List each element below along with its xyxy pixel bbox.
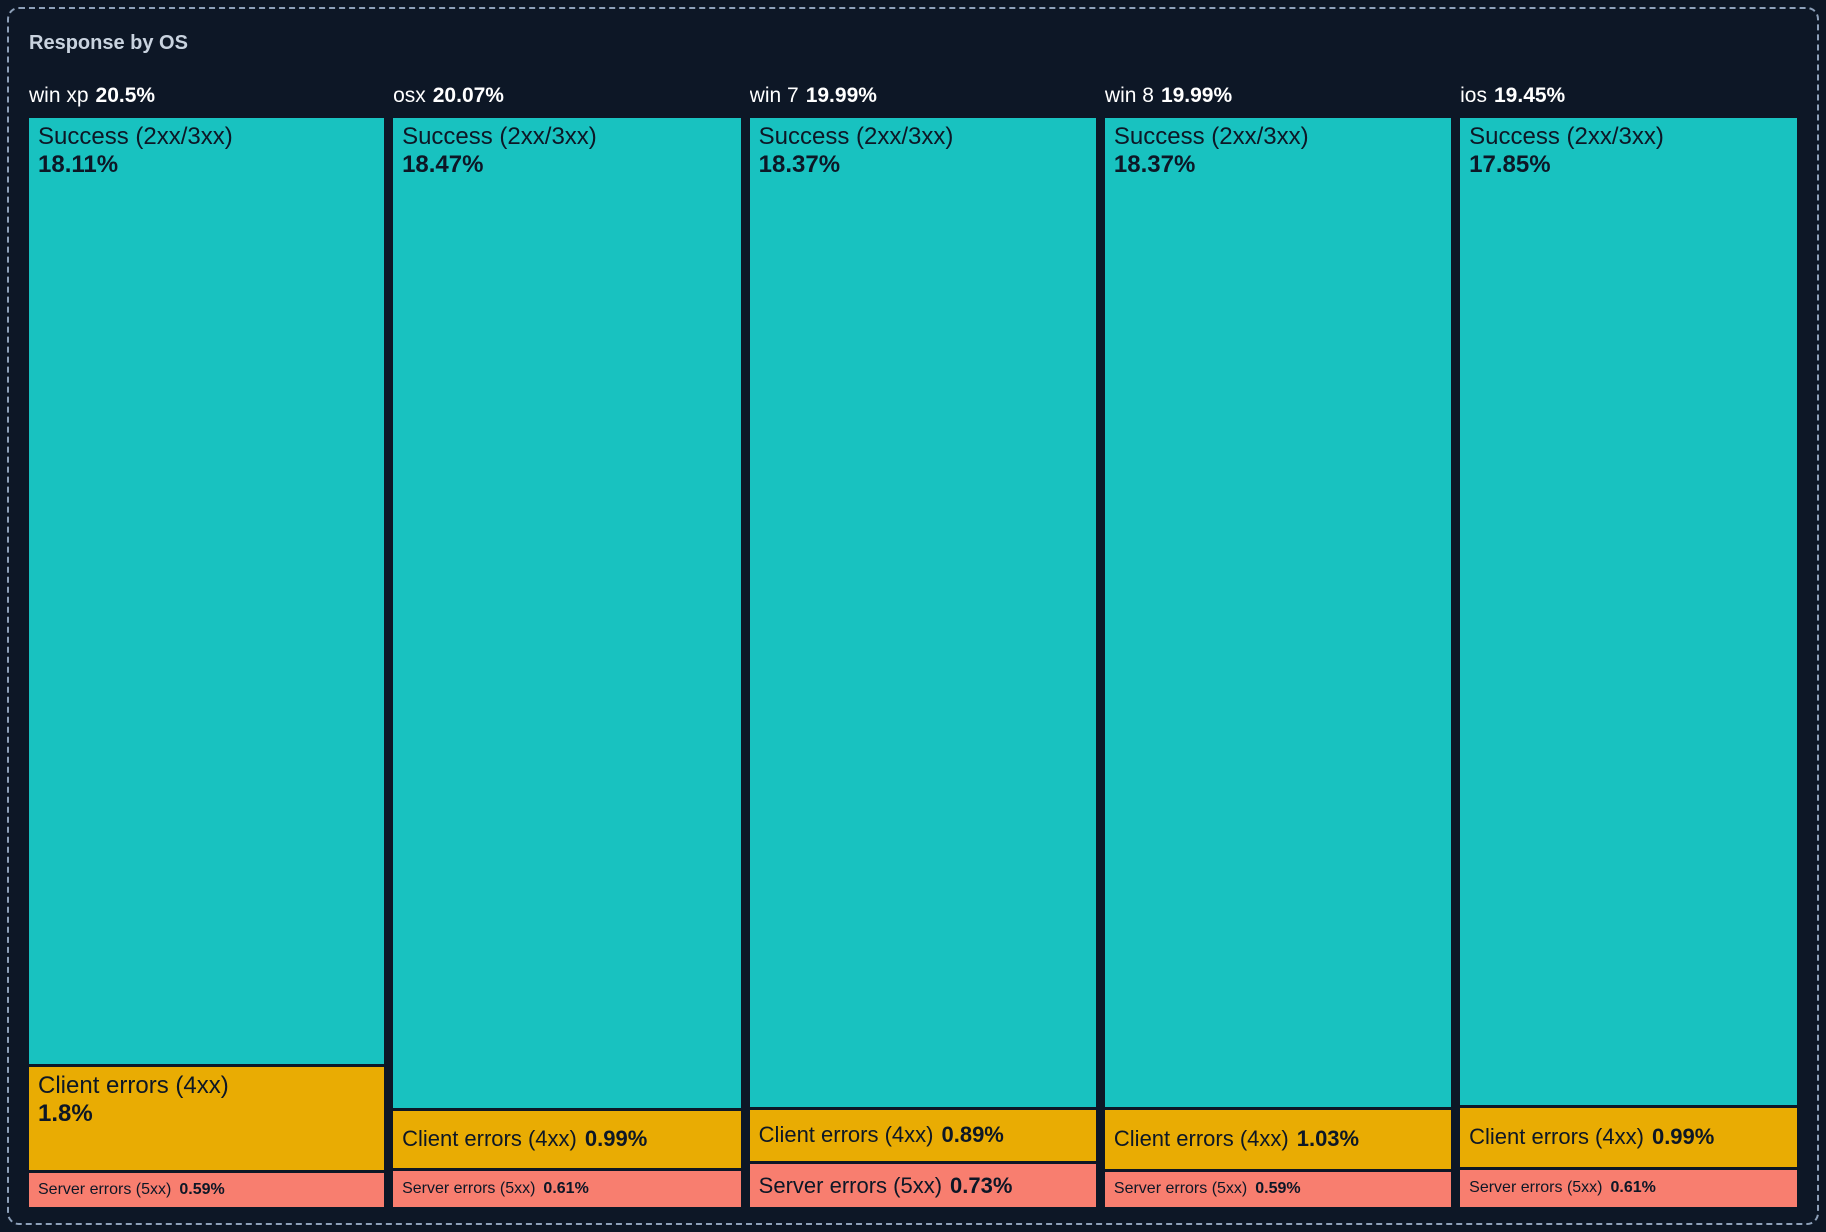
segment-server[interactable]: Server errors (5xx) 0.59% [29,1172,385,1207]
response-by-os-panel: Response by OS win xp 20.5% Success (2xx… [7,7,1819,1225]
segment-success[interactable]: Success (2xx/3xx) 18.37% [749,118,1096,1107]
os-column-win-7: win 7 19.99% Success (2xx/3xx) 18.37% Cl… [749,83,1096,1207]
segment-server[interactable]: Server errors (5xx) 0.59% [1104,1171,1452,1207]
os-total-percent: 19.99% [805,84,877,107]
os-name-label: win 8 [1104,84,1154,107]
segment-percent: 0.59% [1255,1180,1301,1198]
treemap-chart: win xp 20.5% Success (2xx/3xx) 18.11% Cl… [29,83,1798,1207]
segment-percent: 18.37% [758,151,841,179]
segment-success[interactable]: Success (2xx/3xx) 18.37% [1104,118,1452,1107]
os-column-win-xp: win xp 20.5% Success (2xx/3xx) 18.11% Cl… [29,83,385,1207]
os-name-label: win 7 [749,84,799,107]
os-column-header: win 7 19.99% [750,83,1096,109]
segment-client[interactable]: Client errors (4xx) 0.89% [749,1109,1096,1162]
segment-label: Success (2xx/3xx) [758,123,954,150]
segment-label: Server errors (5xx) [1113,1180,1248,1198]
segment-percent: 0.61% [543,1179,589,1197]
segment-percent: 1.8% [38,1099,93,1127]
os-segments: Success (2xx/3xx) 18.11% Client errors (… [29,118,385,1207]
os-total-percent: 20.5% [95,84,156,107]
segment-server[interactable]: Server errors (5xx) 0.61% [1460,1169,1798,1207]
segment-percent: 18.37% [1113,151,1196,179]
segment-percent: 0.99% [584,1126,648,1152]
os-column-header: win xp 20.5% [29,83,384,109]
segment-percent: 17.85% [1469,151,1551,179]
segment-percent: 0.89% [941,1122,1004,1148]
segment-label: Client errors (4xx) [1469,1124,1644,1150]
segment-success[interactable]: Success (2xx/3xx) 18.47% [393,118,741,1109]
segment-label: Server errors (5xx) [38,1180,172,1198]
segment-client[interactable]: Client errors (4xx) 0.99% [393,1111,741,1168]
segment-percent: 0.61% [1610,1179,1656,1197]
segment-label: Client errors (4xx) [38,1071,229,1099]
segment-label: Success (2xx/3xx) [38,123,233,150]
os-column-win-8: win 8 19.99% Success (2xx/3xx) 18.37% Cl… [1104,83,1452,1207]
os-segments: Success (2xx/3xx) 18.37% Client errors (… [749,118,1096,1207]
segment-label: Server errors (5xx) [1469,1179,1603,1197]
os-column-osx: osx 20.07% Success (2xx/3xx) 18.47% Clie… [393,83,741,1207]
segment-percent: 1.03% [1296,1126,1360,1152]
os-column-header: win 8 19.99% [1105,83,1451,109]
os-name-label: osx [393,84,426,107]
segment-label: Success (2xx/3xx) [1113,123,1309,150]
os-column-ios: ios 19.45% Success (2xx/3xx) 17.85% Clie… [1460,83,1798,1207]
segment-client[interactable]: Client errors (4xx) 1.03% [1104,1109,1452,1169]
segment-label: Success (2xx/3xx) [1469,123,1664,150]
segment-percent: 18.47% [402,151,484,179]
os-total-percent: 19.99% [1160,84,1233,107]
segment-success[interactable]: Success (2xx/3xx) 17.85% [1460,118,1798,1106]
segment-success[interactable]: Success (2xx/3xx) 18.11% [29,118,385,1064]
os-column-header: osx 20.07% [393,83,741,109]
segment-label: Server errors (5xx) [402,1179,536,1197]
segment-label: Client errors (4xx) [402,1126,577,1152]
segment-label: Success (2xx/3xx) [402,123,597,150]
segment-label: Server errors (5xx) [758,1172,943,1198]
segment-label: Client errors (4xx) [758,1122,934,1148]
segment-label: Client errors (4xx) [1113,1126,1289,1152]
segment-client[interactable]: Client errors (4xx) 1.8% [29,1066,385,1170]
os-total-percent: 19.45% [1494,84,1566,107]
panel-title: Response by OS [29,32,188,54]
os-segments: Success (2xx/3xx) 18.47% Client errors (… [393,118,741,1207]
segment-client[interactable]: Client errors (4xx) 0.99% [1460,1108,1798,1167]
os-name-label: win xp [29,84,89,107]
os-segments: Success (2xx/3xx) 18.37% Client errors (… [1104,118,1452,1207]
os-total-percent: 20.07% [432,84,504,107]
os-segments: Success (2xx/3xx) 17.85% Client errors (… [1460,118,1798,1207]
segment-percent: 18.11% [38,151,119,179]
segment-server[interactable]: Server errors (5xx) 0.61% [393,1170,741,1207]
os-column-header: ios 19.45% [1460,83,1797,109]
segment-percent: 0.59% [179,1180,225,1198]
os-name-label: ios [1460,84,1487,107]
segment-server[interactable]: Server errors (5xx) 0.73% [749,1164,1096,1207]
segment-percent: 0.73% [950,1172,1013,1198]
segment-percent: 0.99% [1651,1124,1715,1150]
